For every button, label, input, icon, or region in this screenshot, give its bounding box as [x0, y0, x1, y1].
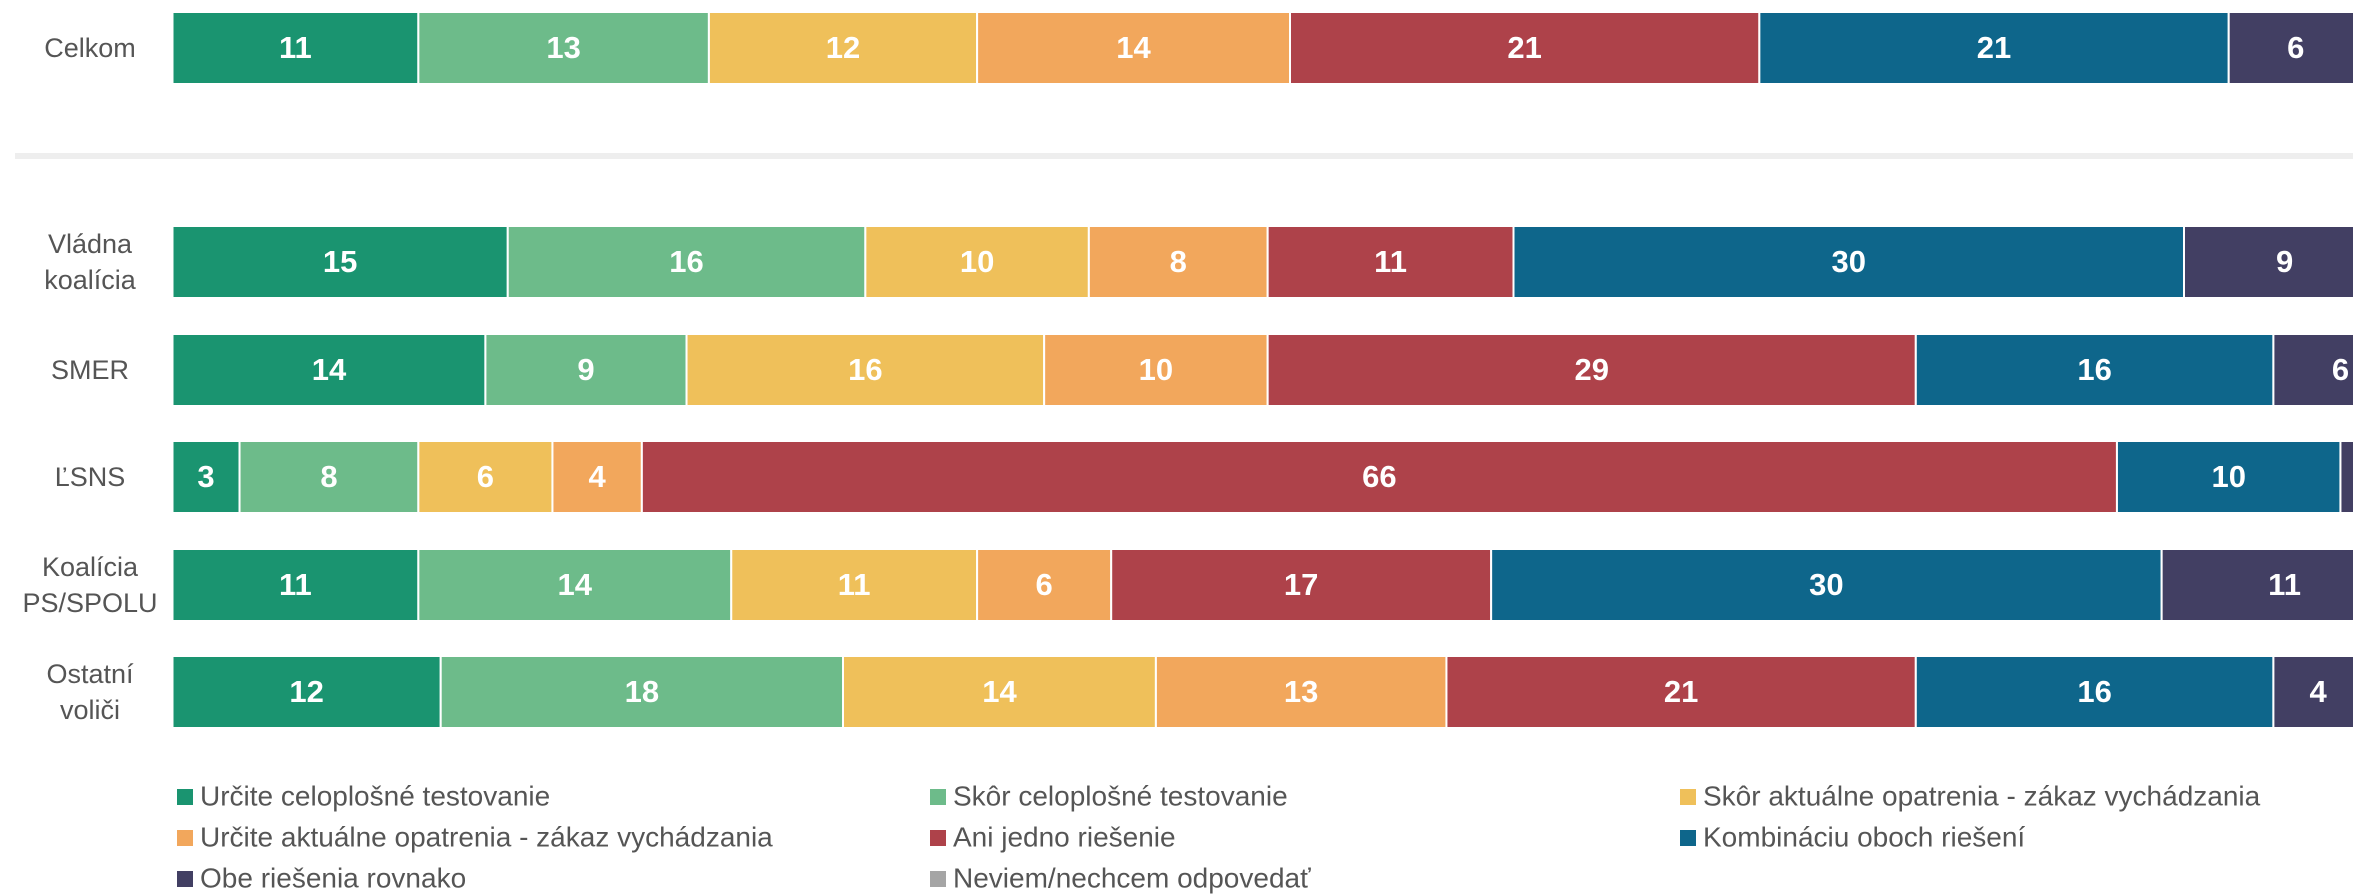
bar-segment: [2272, 333, 2353, 407]
value-label: 14: [558, 567, 593, 602]
value-label: 12: [289, 674, 323, 709]
bar-segment: [1154, 655, 1448, 729]
value-label: 10: [960, 244, 994, 279]
value-label: 8: [1170, 244, 1187, 279]
legend-swatch: [1680, 789, 1696, 805]
bar-segment: [976, 548, 1113, 622]
bar-segment: [171, 655, 442, 729]
value-label: 8: [320, 459, 337, 494]
value-label: 9: [2276, 244, 2293, 279]
legend-swatch: [177, 789, 193, 805]
bar-segment: [1043, 333, 1269, 407]
value-label: 14: [982, 674, 1017, 709]
value-label: 18: [625, 674, 659, 709]
value-label: 11: [838, 567, 871, 602]
bar-segment: [842, 655, 1157, 729]
legend-label: Skôr celoplošné testovanie: [953, 780, 1288, 811]
value-label: 13: [1284, 674, 1318, 709]
bar-segment: [707, 11, 979, 85]
value-label: 14: [312, 352, 347, 387]
category-label: Koalícia PS/SPOLU: [22, 552, 158, 618]
value-label: 10: [2211, 459, 2245, 494]
bar-segment: [417, 440, 554, 514]
category-label: Celkom: [44, 33, 136, 63]
bar-segment: [417, 11, 710, 85]
bar-segment: [730, 548, 979, 622]
value-label: 3: [197, 459, 214, 494]
value-label: 6: [1036, 567, 1053, 602]
bar-segment: [2160, 548, 2353, 622]
bar-segment: [2183, 225, 2353, 299]
bar-segment: [1914, 655, 2275, 729]
bar-segment: [171, 548, 420, 622]
bar-segment: [439, 655, 844, 729]
bar-segment: [1266, 225, 1515, 299]
legend-swatch: [930, 871, 946, 887]
value-label: 21: [1664, 674, 1698, 709]
value-label: 29: [1574, 352, 1608, 387]
category-label: SMER: [50, 355, 129, 385]
bar-segment: [417, 548, 733, 622]
category-label: Vládna koalícia: [44, 229, 136, 295]
bar-segment: [171, 333, 487, 407]
value-label: 16: [669, 244, 703, 279]
bar-segment: [1758, 11, 2230, 85]
value-label: 14: [1116, 30, 1151, 65]
value-label: 11: [2268, 567, 2301, 602]
value-label: 16: [848, 352, 882, 387]
legend-label: Neviem/nechcem odpovedať: [953, 862, 1311, 893]
legend-label: Obe riešenia rovnako: [200, 862, 466, 893]
value-label: 66: [1362, 459, 1396, 494]
bar-segment: [2115, 440, 2342, 514]
legend-swatch: [177, 871, 193, 887]
value-label: 11: [279, 567, 312, 602]
legend-label: Určite celoplošné testovanie: [200, 780, 550, 811]
legend-label: Určite aktuálne opatrenia - zákaz vychád…: [200, 821, 773, 852]
bar-segment: [1266, 333, 1917, 407]
value-label: 6: [2332, 352, 2349, 387]
value-label: 21: [1977, 30, 2011, 65]
legend-swatch: [1680, 830, 1696, 846]
value-label: 11: [1374, 244, 1407, 279]
bar-segment: [2272, 655, 2353, 729]
bar-segment: [864, 225, 1090, 299]
bar-segment: [551, 440, 643, 514]
legend-label: Skôr aktuálne opatrenia - zákaz vychádza…: [1703, 780, 2261, 811]
legend-label: Kombináciu oboch riešení: [1703, 821, 2025, 852]
value-label: 21: [1507, 30, 1541, 65]
value-label: 4: [589, 459, 607, 494]
value-label: 30: [1809, 567, 1843, 602]
category-label: Ostatní voliči: [46, 659, 134, 725]
value-label: 17: [1284, 567, 1318, 602]
bar-segment: [1490, 548, 2163, 622]
value-label: 13: [546, 30, 580, 65]
legend-label: Ani jedno riešenie: [953, 821, 1176, 852]
bar-segment: [171, 225, 509, 299]
bar-segment: [685, 333, 1046, 407]
value-label: 10: [1139, 352, 1173, 387]
value-label: 4: [2309, 674, 2327, 709]
value-label: 16: [2077, 674, 2111, 709]
bar-segment: [2339, 440, 2353, 514]
legend-swatch: [930, 830, 946, 846]
legend-swatch: [177, 830, 193, 846]
value-label: 11: [279, 30, 312, 65]
bar-segment: [1914, 333, 2275, 407]
value-label: 9: [577, 352, 594, 387]
value-label: 6: [2287, 30, 2304, 65]
legend-swatch: [930, 789, 946, 805]
value-label: 30: [1832, 244, 1866, 279]
value-label: 15: [323, 244, 357, 279]
bar-segment: [640, 440, 2118, 514]
value-label: 12: [826, 30, 860, 65]
bar-segment: [2227, 11, 2353, 85]
value-label: 16: [2077, 352, 2111, 387]
category-label: ĽSNS: [54, 462, 126, 492]
value-label: 6: [477, 459, 494, 494]
